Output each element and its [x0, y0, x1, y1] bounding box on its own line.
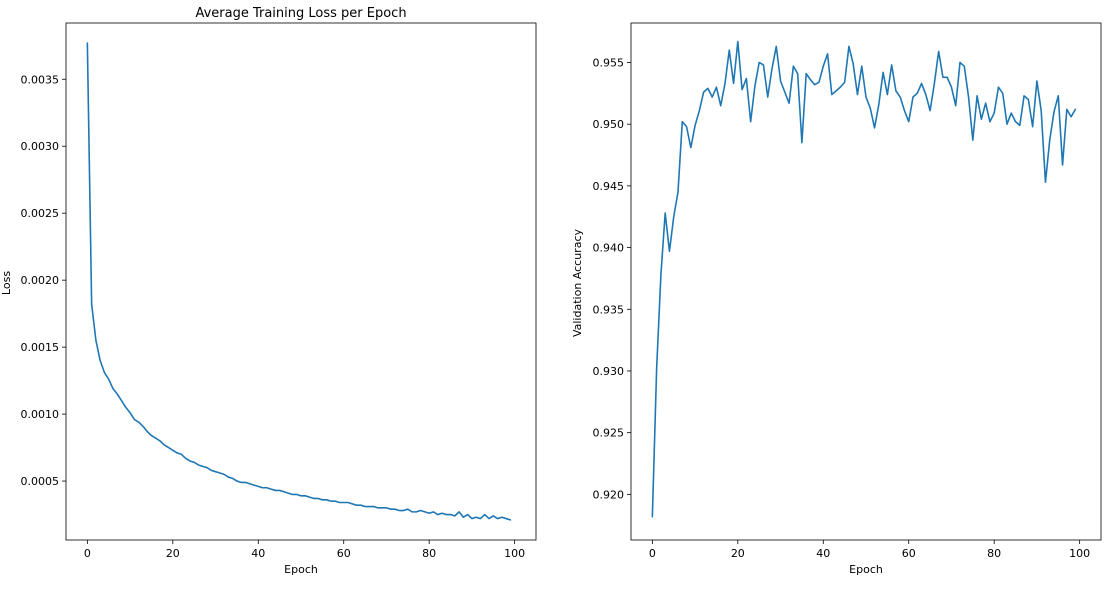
y-tick-label: 0.935 [593, 303, 625, 316]
y-tick-label: 0.0035 [21, 73, 60, 86]
y-tick-label: 0.0010 [21, 408, 60, 421]
series-line [86, 42, 512, 521]
y-tick-label: 0.955 [593, 56, 625, 69]
y-tick-label: 0.950 [593, 118, 625, 131]
y-tick-label: 0.0005 [21, 475, 60, 488]
y-tick-label: 0.925 [593, 427, 625, 440]
x-tick-label: 100 [504, 547, 525, 560]
x-tick-label: 40 [816, 547, 830, 560]
plot-area [651, 40, 1077, 518]
y-tick-label: 0.0020 [21, 274, 60, 287]
x-axis-label: Epoch [284, 563, 318, 576]
y-tick-label: 0.0025 [21, 207, 60, 220]
y-tick-label: 0.0030 [21, 140, 60, 153]
y-tick-label: 0.930 [593, 365, 625, 378]
y-tick-label: 0.945 [593, 180, 625, 193]
plot-area [86, 42, 512, 521]
chart-title: Average Training Loss per Epoch [195, 6, 406, 21]
x-tick-label: 0 [84, 547, 91, 560]
x-tick-label: 20 [731, 547, 745, 560]
x-tick-label: 0 [649, 547, 656, 560]
plot-frame [630, 22, 1102, 541]
x-tick-label: 40 [251, 547, 265, 560]
y-tick-label: 0.920 [593, 488, 625, 501]
x-tick-label: 80 [987, 547, 1001, 560]
y-tick-label: 0.0015 [21, 341, 60, 354]
y-tick-label: 0.940 [593, 242, 625, 255]
x-tick-label: 20 [166, 547, 180, 560]
x-axis-label: Epoch [849, 563, 883, 576]
x-tick-label: 60 [337, 547, 351, 560]
validation-accuracy-chart: Epoch Validation Accuracy 0 20 40 60 80 100 0.… [571, 22, 1102, 576]
series-line [651, 40, 1077, 518]
x-tick-label: 60 [902, 547, 916, 560]
y-axis-label: Loss [0, 271, 13, 295]
x-tick-label: 100 [1069, 547, 1090, 560]
x-tick-label: 80 [422, 547, 436, 560]
y-axis-label: Validation Accuracy [571, 228, 584, 337]
training-loss-chart: Average Training Loss per Epoch Epoch Lo… [0, 6, 537, 576]
plot-frame [65, 22, 537, 541]
